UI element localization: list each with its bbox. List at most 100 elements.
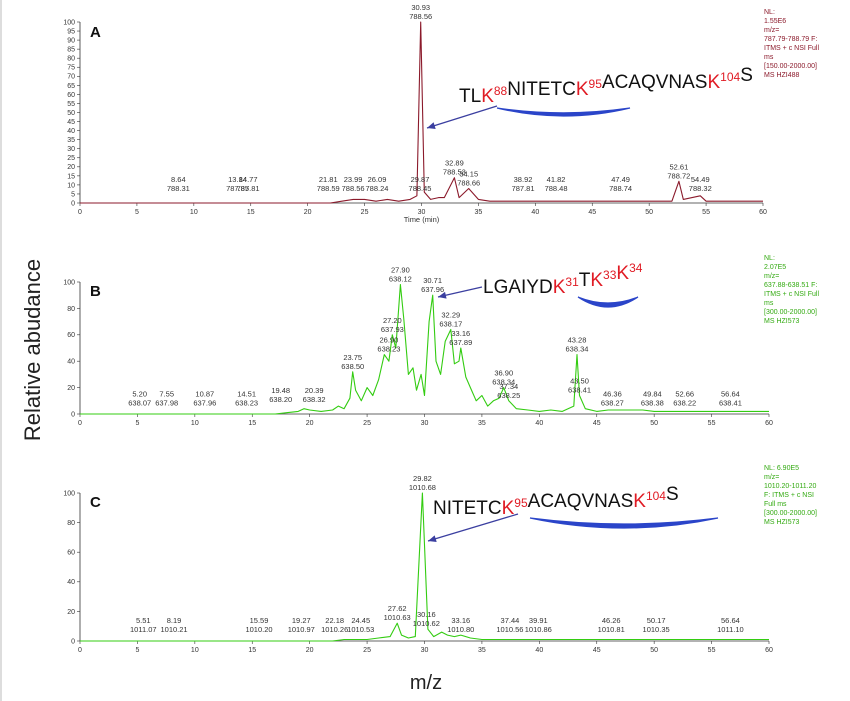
- x-tick-label: 10: [190, 209, 198, 216]
- y-tick-label: 30: [67, 146, 75, 153]
- peak-mz-label: 1010.62: [413, 619, 440, 628]
- side-info-line: NL:: [764, 255, 775, 262]
- modified-lysine: K: [576, 79, 589, 100]
- x-tick-label: 10: [191, 647, 199, 654]
- peak-mz-label: 638.27: [601, 399, 624, 408]
- sequence-segment: NITETC: [433, 498, 502, 519]
- peak-arrow-line: [426, 105, 498, 129]
- y-tick-label: 60: [67, 92, 75, 99]
- y-tick-label: 50: [67, 110, 75, 117]
- panel-letter: B: [90, 283, 101, 300]
- sequence-segment: NITETC: [507, 79, 576, 100]
- side-info-line: 637.88-638.51 F:: [764, 282, 817, 289]
- peak-mz-label: 1010.21: [160, 625, 187, 634]
- peak-rt-label: 43.28: [568, 336, 587, 345]
- peak-rt-label: 22.18: [325, 616, 344, 625]
- peak-rt-label: 27.20: [383, 316, 402, 325]
- peak-mz-label: 1011.10: [717, 625, 744, 634]
- peak-mz-label: 1010.53: [347, 625, 374, 634]
- peak-mz-label: 638.20: [269, 395, 292, 404]
- side-info-line: [300.00-2000.00]: [764, 309, 817, 316]
- x-tick-label: 35: [478, 420, 486, 427]
- y-tick-label: 20: [67, 609, 75, 616]
- x-tick-label: 25: [361, 209, 369, 216]
- modified-lysine: K: [502, 498, 515, 519]
- x-tick-label: 30: [418, 209, 426, 216]
- peak-mz-label: 788.31: [167, 184, 190, 193]
- peak-mz-label: 638.22: [673, 399, 696, 408]
- side-info-line: m/z=: [764, 273, 779, 280]
- x-tick-label: 45: [593, 647, 601, 654]
- y-tick-label: 0: [71, 200, 75, 207]
- site-number: 104: [646, 489, 666, 503]
- y-tick-label: 55: [67, 101, 75, 108]
- x-tick-label: 45: [593, 420, 601, 427]
- peak-mz-label: 788.56: [409, 12, 432, 21]
- peak-mz-label: 638.23: [377, 345, 400, 354]
- y-tick-label: 90: [67, 38, 75, 45]
- modified-lysine: K: [707, 72, 720, 93]
- series-line: [80, 21, 763, 204]
- site-number: 31: [565, 275, 579, 289]
- peak-rt-label: 21.81: [319, 175, 338, 184]
- x-tick-label: 60: [765, 647, 773, 654]
- x-tick-label: 35: [478, 647, 486, 654]
- peak-rt-label: 46.36: [603, 390, 622, 399]
- peak-mz-label: 788.48: [545, 184, 568, 193]
- y-tick-label: 0: [71, 638, 75, 645]
- sequence-segment: TL: [459, 86, 481, 107]
- x-tick-label: 10: [191, 420, 199, 427]
- peak-mz-label: 638.07: [128, 399, 151, 408]
- peak-rt-label: 54.49: [691, 175, 710, 184]
- peak-mz-label: 638.12: [389, 275, 412, 284]
- peak-mz-label: 638.34: [566, 345, 589, 354]
- peak-rt-label: 26.90: [380, 336, 399, 345]
- panel-c: 0 20 40 60 80 100 0 5 10 15 20 25 30 35 40 45 50 55 60 5.51…: [63, 465, 817, 654]
- peak-mz-label: 637.93: [381, 325, 404, 334]
- peak-mz-label: 788.45: [409, 184, 432, 193]
- crosslink-brace: [529, 517, 719, 529]
- x-tick-label: 55: [708, 647, 716, 654]
- x-tick-label: 15: [248, 647, 256, 654]
- peak-rt-label: 27.90: [391, 266, 410, 275]
- y-tick-label: 40: [67, 579, 75, 586]
- peak-rt-label: 19.27: [292, 616, 311, 625]
- y-tick-label: 40: [67, 359, 75, 366]
- peak-rt-label: 30.16: [417, 610, 436, 619]
- panel-a: 0510152025303540455055606570758085909510…: [63, 3, 819, 224]
- modified-lysine: K: [481, 86, 494, 107]
- peak-rt-label: 32.29: [441, 311, 460, 320]
- peak-mz-label: 788.53: [443, 168, 466, 177]
- y-tick-label: 60: [67, 550, 75, 557]
- side-info-line: [150.00-2000.00]: [764, 63, 817, 70]
- x-tick-label: 45: [588, 209, 596, 216]
- peak-rt-label: 26.09: [368, 175, 387, 184]
- side-info-line: 1010.20-1011.20: [764, 483, 817, 490]
- y-axis-title: Relative abudance: [20, 259, 45, 441]
- peak-rt-label: 56.64: [721, 390, 740, 399]
- peak-rt-label: 8.64: [171, 175, 186, 184]
- peak-mz-label: 1010.20: [245, 625, 272, 634]
- x-tick-label: 40: [531, 209, 539, 216]
- sequence-segment: T: [579, 270, 591, 291]
- peak-rt-label: 14.51: [237, 390, 256, 399]
- peak-rt-label: 30.71: [423, 276, 442, 285]
- panels-group: 0510152025303540455055606570758085909510…: [63, 3, 819, 654]
- peak-rt-label: 27.62: [388, 604, 407, 613]
- peak-rt-label: 37.44: [501, 616, 520, 625]
- panel-b: 0 20 40 60 80 100 0 5 10 15 20 25 30 35 40 45 50 55 60 5.20…: [63, 255, 819, 427]
- y-tick-label: 100: [63, 279, 75, 286]
- y-tick-label: 80: [67, 520, 75, 527]
- peak-arrow-line: [427, 513, 519, 542]
- series-line: [80, 284, 769, 415]
- side-info-line: MS HZI573: [764, 519, 800, 526]
- peptide-sequence: NITETCK95ACAQVNASK104S: [433, 484, 679, 519]
- side-info-line: F: ITMS + c NSI: [764, 492, 814, 499]
- peak-mz-label: 788.72: [667, 171, 690, 180]
- side-info-line: MS HZI488: [764, 72, 800, 79]
- x-tick-label: 20: [304, 209, 312, 216]
- x-tick-label: 50: [650, 647, 658, 654]
- y-tick-label: 100: [63, 19, 75, 26]
- x-axis-label: Time (min): [404, 215, 440, 224]
- x-tick-label: 55: [702, 209, 710, 216]
